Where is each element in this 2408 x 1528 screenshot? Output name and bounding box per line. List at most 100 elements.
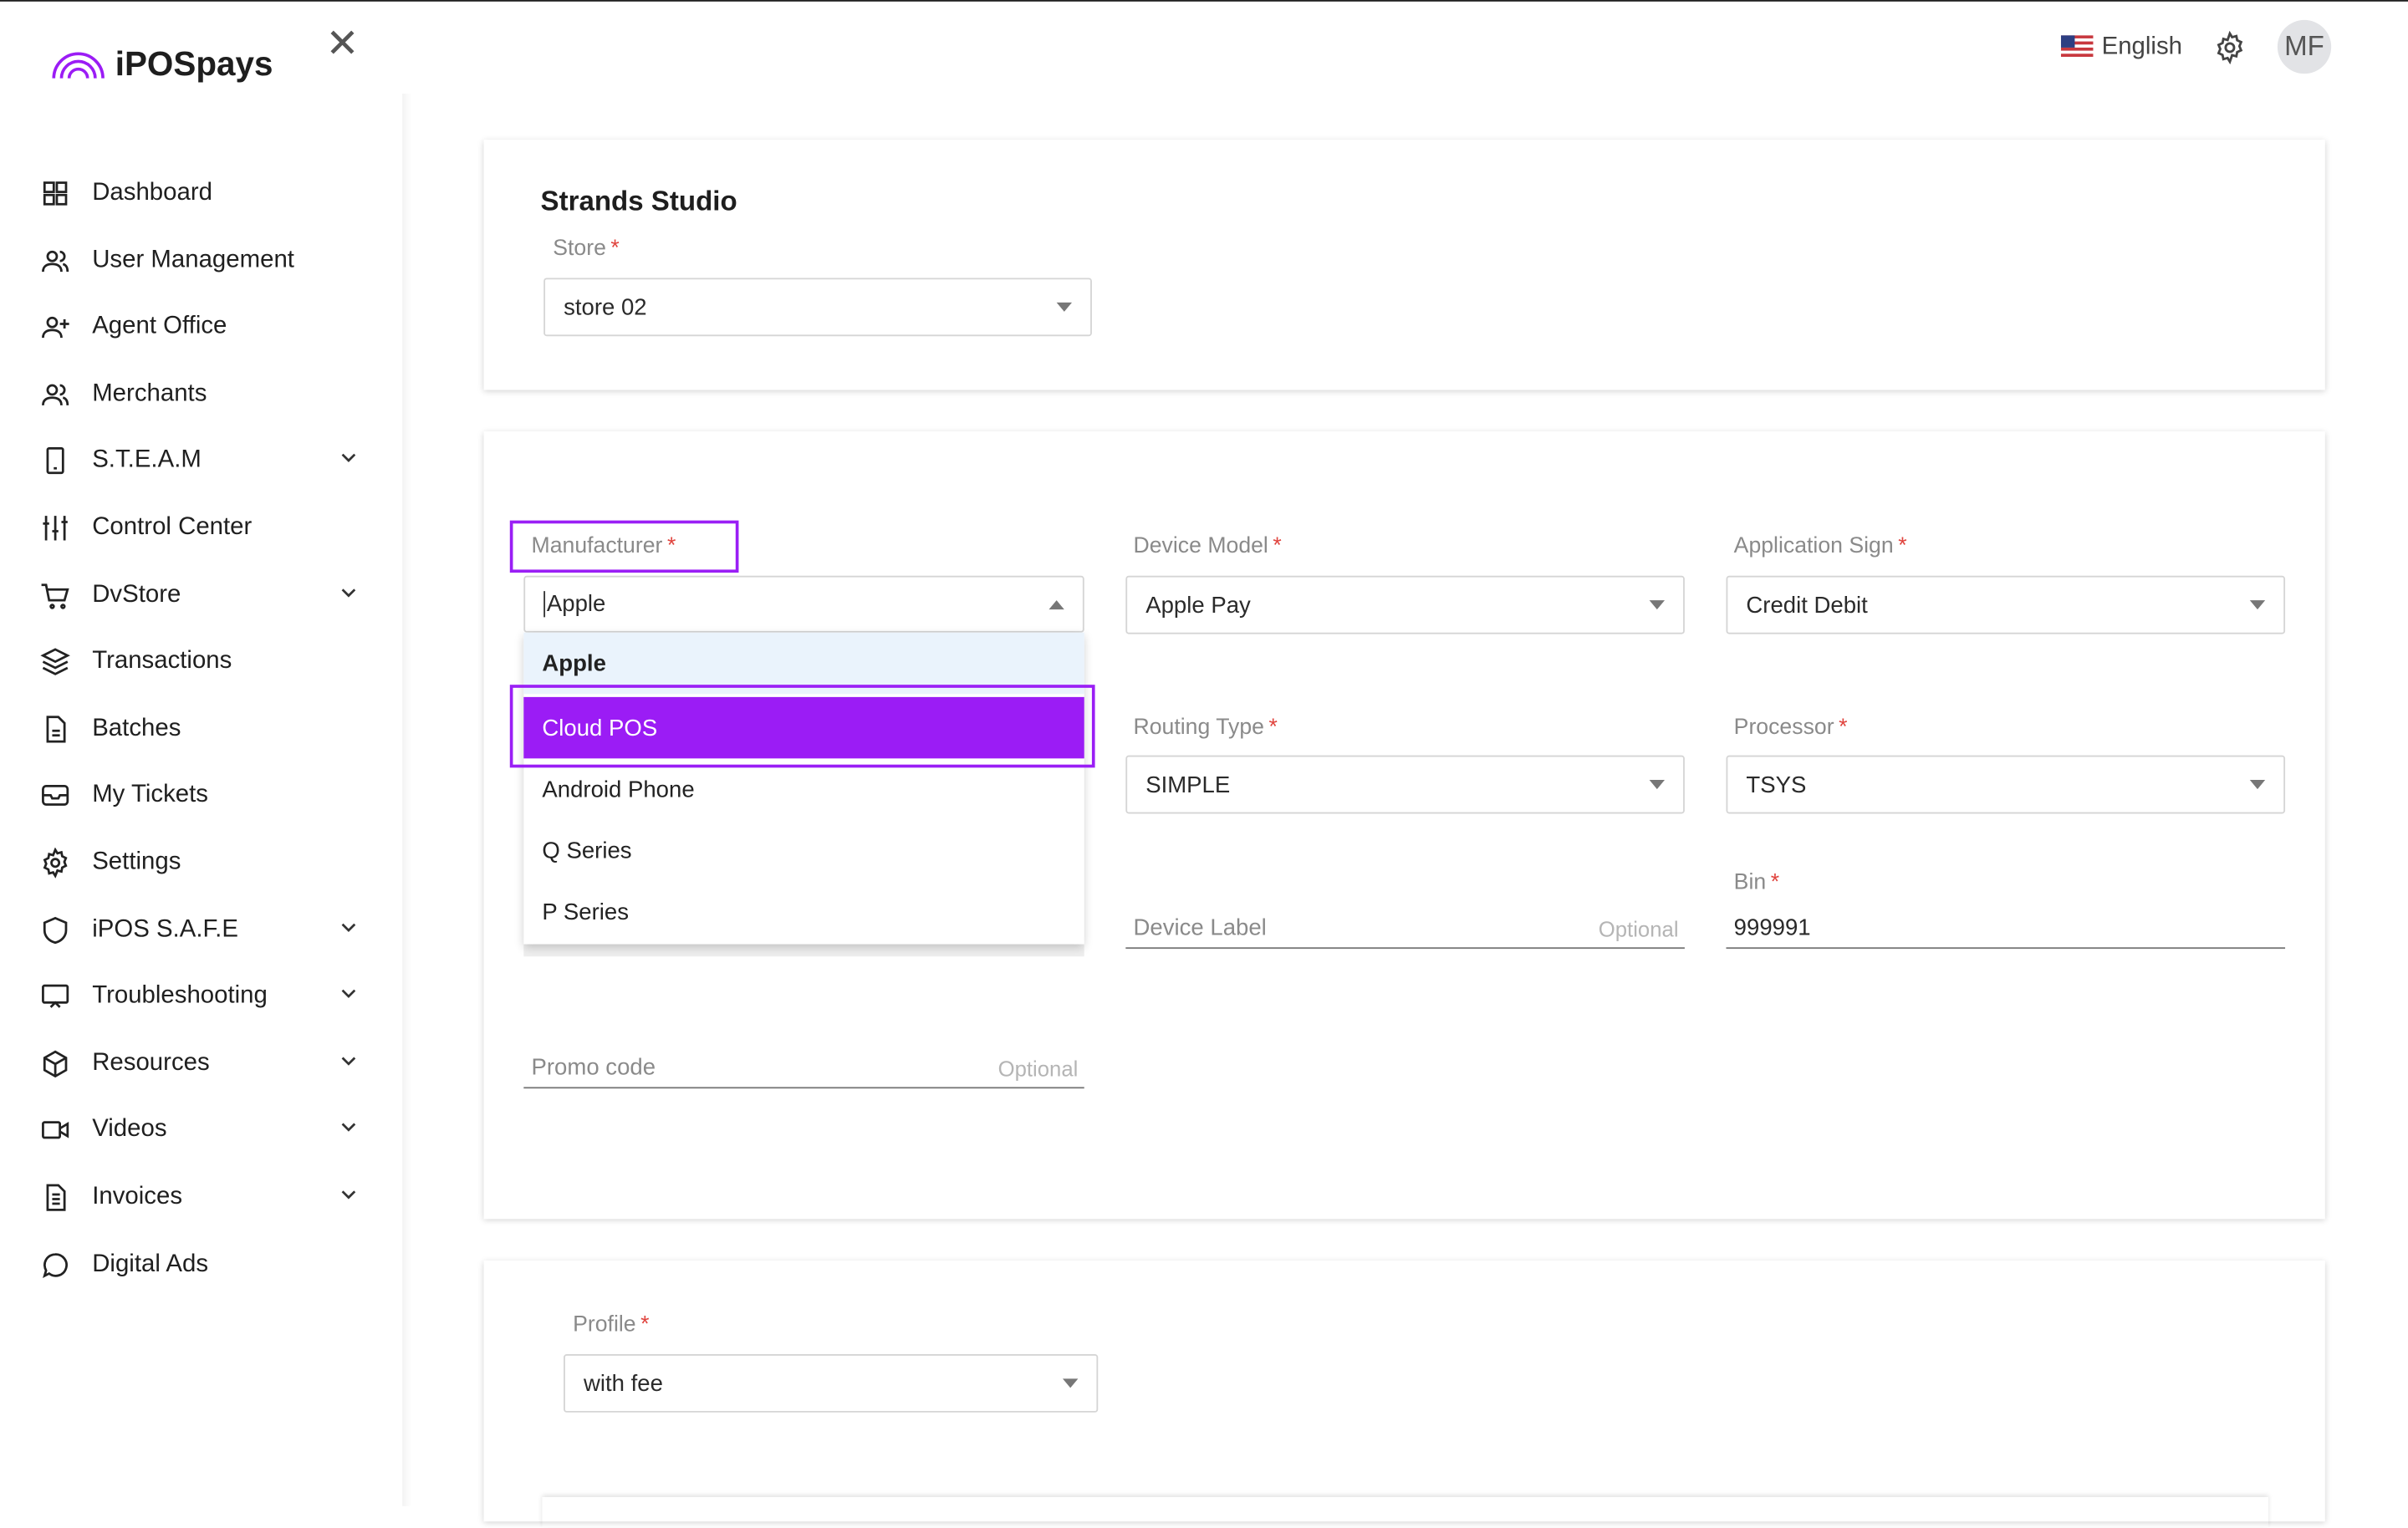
box-icon [37,1048,74,1079]
option-apple[interactable]: Apple [523,632,1084,695]
store-select[interactable]: store 02 [543,278,1092,337]
monitor-icon [37,981,74,1012]
language-selector[interactable]: English [2060,33,2182,60]
routing-type-label-text: Routing Type [1133,715,1264,741]
chevron-down-icon[interactable] [339,985,358,1003]
sidebar-item-settings[interactable]: Settings [37,835,367,890]
gear-icon[interactable] [2213,29,2247,64]
required-mark: * [1273,534,1282,559]
device-model-label: Device Model * [1134,534,1282,560]
us-flag-icon [2060,35,2093,59]
sidebar-item-label: Merchants [92,380,207,407]
sidebar-item-my-tickets[interactable]: My Tickets [37,768,367,823]
sidebar-item-label: Agent Office [92,313,227,340]
processor-select[interactable]: TSYS [1726,755,2286,814]
sidebar-item-troubleshooting[interactable]: Troubleshooting [37,969,367,1024]
layers-icon [37,647,74,678]
chevron-down-icon[interactable] [339,1052,358,1070]
option-q-series[interactable]: Q Series [542,837,632,864]
gear-icon [37,847,74,879]
sidebar-item-label: iPOS S.A.F.E [92,915,238,943]
manufacturer-label-text: Manufacturer [531,534,663,559]
device-model-select[interactable]: Apple Pay [1125,575,1685,634]
sidebar-item-label: DvStore [92,581,181,608]
sidebar-item-label: Batches [92,715,181,741]
store-card: Strands Studio Store * store 02 [483,140,2325,390]
sidebar-item-digital-ads[interactable]: Digital Ads [37,1237,367,1292]
top-bar: English MF [2060,19,2332,74]
manufacturer-select[interactable]: Apple [523,575,1084,633]
inbox-icon [37,781,74,812]
store-label: Store * [553,237,620,262]
processor-label: Processor * [1734,716,1848,741]
option-cloud-pos[interactable]: Cloud POS [523,696,1084,759]
option-android-phone[interactable]: Android Phone [542,776,695,802]
profile-label-text: Profile [573,1312,636,1337]
chat-icon [37,1249,74,1280]
promo-code-input[interactable]: Promo code Optional [523,1039,1084,1089]
bin-label: Bin * [1734,870,1779,896]
sidebar-item-transactions[interactable]: Transactions [37,634,367,690]
profile-select[interactable]: with fee [564,1354,1099,1413]
sidebar-item-label: User Management [92,246,294,273]
manufacturer-value: Apple [543,591,605,618]
sidebar-item-resources[interactable]: Resources [37,1036,367,1091]
chevron-down-icon[interactable] [339,583,358,601]
application-sign-select[interactable]: Credit Debit [1726,575,2286,634]
sidebar-item-user-management[interactable]: User Management [37,232,367,288]
caret-down-icon [2249,780,2266,790]
sidebar-item-s-t-e-a-m[interactable]: S.T.E.A.M [37,434,367,489]
sidebar-item-label: Videos [92,1117,167,1143]
application-sign-label: Application Sign * [1734,534,1907,560]
required-mark: * [1898,534,1907,559]
sidebar-item-label: Transactions [92,648,232,675]
sidebar-item-agent-office[interactable]: Agent Office [37,300,367,355]
required-mark: * [1770,870,1780,895]
caret-down-icon [1056,302,1073,312]
bin-value: 999991 [1733,914,1811,941]
sidebar-item-merchants[interactable]: Merchants [37,367,367,422]
sidebar-item-dashboard[interactable]: Dashboard [37,166,367,221]
device-label-input[interactable]: Device Label Optional [1125,899,1685,950]
sidebar-item-label: Troubleshooting [92,982,268,1010]
application-sign-value: Credit Debit [1746,592,1868,619]
avatar[interactable]: MF [2277,19,2332,74]
sidebar-item-dvstore[interactable]: DvStore [37,568,367,623]
sidebar-item-ipos-s-a-f-e[interactable]: iPOS S.A.F.E [37,902,367,957]
routing-type-select[interactable]: SIMPLE [1125,755,1685,814]
profile-label: Profile * [573,1312,649,1338]
bin-input[interactable]: 999991 [1726,899,2286,950]
caret-up-icon [1048,600,1064,610]
optional-hint: Optional [1598,916,1679,941]
rainbow-logo-icon [52,52,105,79]
sidebar-item-label: S.T.E.A.M [92,447,202,474]
device-model-value: Apple Pay [1145,592,1251,619]
application-sign-label-text: Application Sign [1733,534,1894,559]
sidebar-item-invoices[interactable]: Invoices [37,1170,367,1225]
device-model-label-text: Device Model [1133,534,1268,559]
chevron-down-icon[interactable] [339,918,358,936]
processor-value: TSYS [1746,771,1807,798]
sidebar-item-batches[interactable]: Batches [37,701,367,756]
option-p-series[interactable]: P Series [542,899,629,925]
sidebar-item-videos[interactable]: Videos [37,1103,367,1158]
merchant-title: Strands Studio [540,186,737,216]
sidebar-divider [402,94,412,1506]
sidebar-item-control-center[interactable]: Control Center [37,501,367,556]
sidebar-item-label: Control Center [92,514,253,541]
chevron-down-icon[interactable] [339,1118,358,1137]
chevron-down-icon[interactable] [339,449,358,467]
store-label-text: Store [553,236,606,262]
sliders-icon [37,512,74,543]
manufacturer-label: Manufacturer * [532,534,676,560]
chevron-down-icon[interactable] [339,1185,358,1204]
cart-icon [37,580,74,611]
inner-section [542,1497,2268,1528]
caret-down-icon [1649,780,1666,790]
file-icon [37,714,74,745]
dropdown-underlay [523,944,1084,957]
close-sidebar-button[interactable]: ✕ [325,19,360,66]
sidebar-item-label: Invoices [92,1184,183,1210]
video-icon [37,1115,74,1146]
